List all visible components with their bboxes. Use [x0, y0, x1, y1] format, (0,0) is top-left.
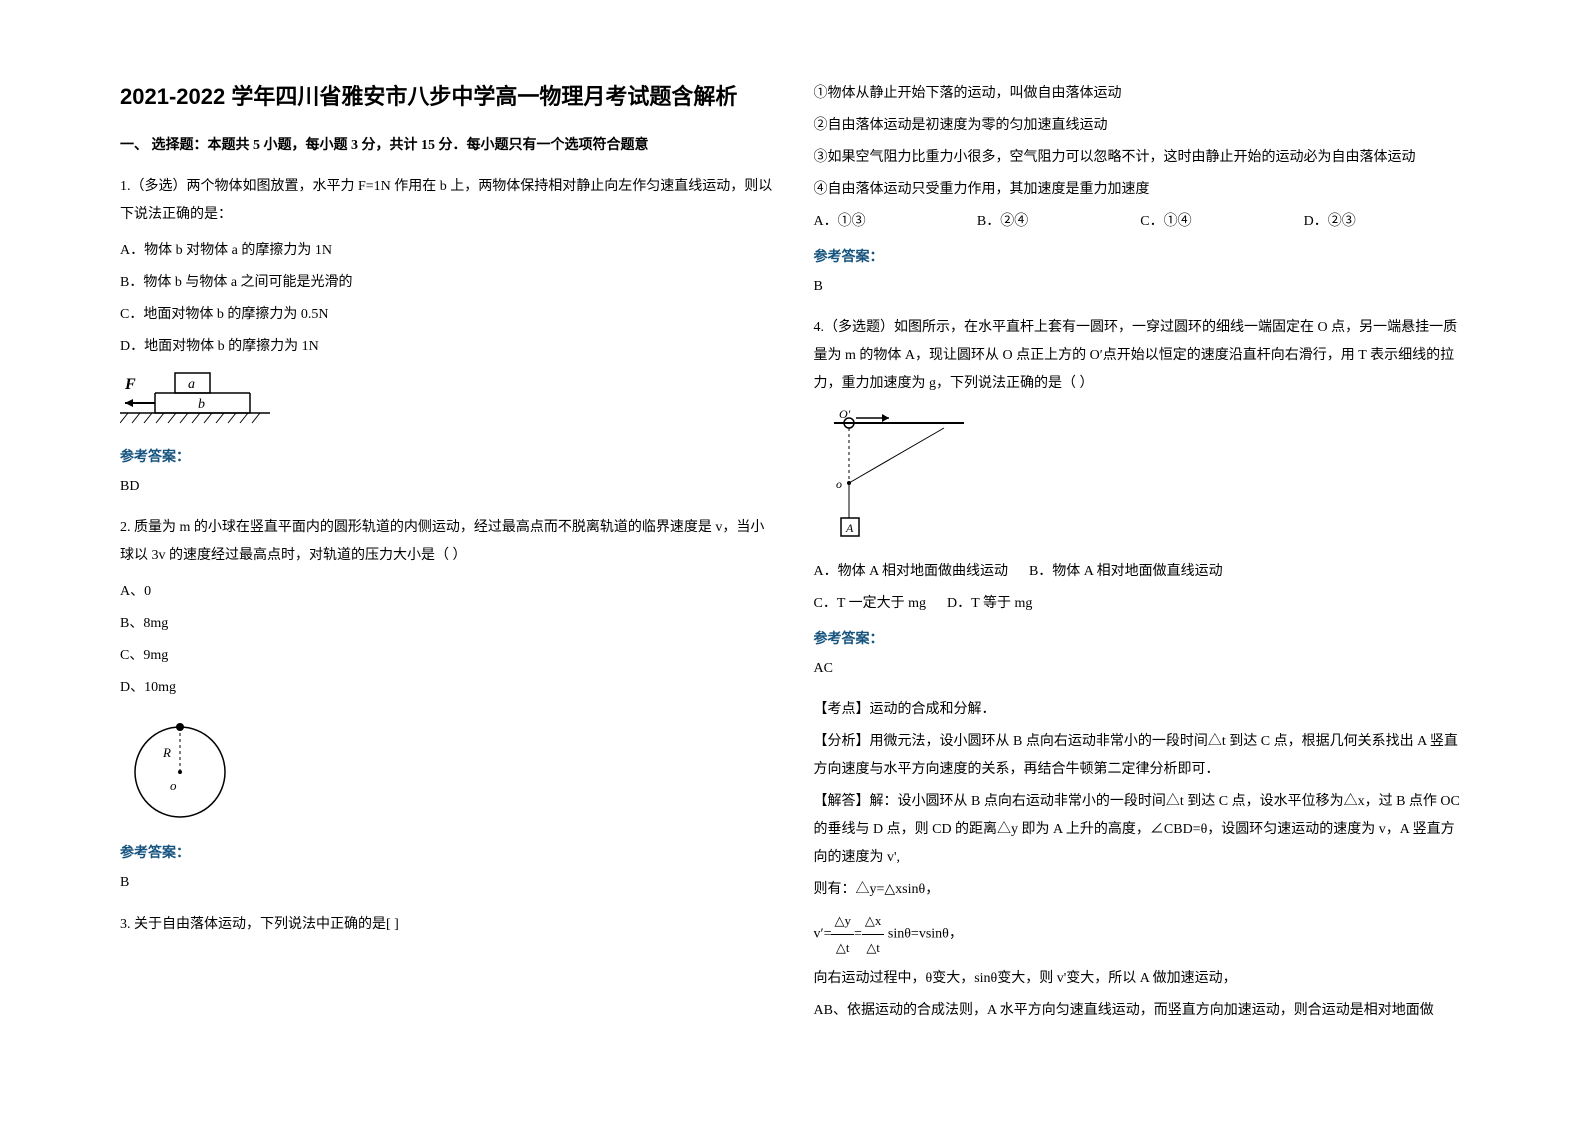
q4-topic: 【考点】运动的合成和分解．	[814, 696, 1468, 724]
q2-figure: R o	[120, 712, 774, 832]
q3-statement-3: ③如果空气阻力比重力小很多，空气阻力可以忽略不计，这时由静止开始的运动必为自由落…	[814, 144, 1468, 172]
q4-fig-a-label: A	[845, 521, 854, 535]
q3-answer-label: 参考答案：	[814, 246, 1468, 266]
q4-solution-3: 向右运动过程中，θ变大，sinθ变大，则 v'变大，所以 A 做加速运动，	[814, 965, 1468, 993]
q3-option-c: C．①④	[1140, 208, 1303, 236]
q2-option-a: A、0	[120, 578, 774, 606]
q2-answer: B	[120, 870, 774, 895]
q2-stem: 2. 质量为 m 的小球在竖直平面内的圆形轨道的内侧运动，经过最高点而不脱离轨道…	[120, 514, 774, 570]
q1-option-c: C．地面对物体 b 的摩擦力为 0.5N	[120, 301, 774, 329]
q1-fig-f-label: F	[124, 376, 136, 393]
q4-solution-1: 【解答】解：设小圆环从 B 点向右运动非常小的一段时间△t 到达 C 点，设水平…	[814, 788, 1468, 872]
left-column: 2021-2022 学年四川省雅安市八步中学高一物理月考试题含解析 一、 选择题…	[100, 80, 794, 1082]
q1-fig-b-label: b	[198, 397, 205, 412]
q4-option-b: B．物体 A 相对地面做直线运动	[1029, 564, 1223, 579]
q3-option-b: B．②④	[977, 208, 1140, 236]
q3-option-d: D．②③	[1304, 208, 1467, 236]
section-1-header: 一、 选择题：本题共 5 小题，每小题 3 分，共计 15 分．每小题只有一个选…	[120, 133, 774, 158]
q1-stem: 1.（多选）两个物体如图放置，水平力 F=1N 作用在 b 上，两物体保持相对静…	[120, 173, 774, 229]
q4-frac-1: △y△t	[831, 908, 854, 961]
q3-statement-2: ②自由落体运动是初速度为零的匀加速直线运动	[814, 112, 1468, 140]
right-column: ①物体从静止开始下落的运动，叫做自由落体运动 ②自由落体运动是初速度为零的匀加速…	[794, 80, 1488, 1082]
q4-formula-prefix: v′=	[814, 927, 832, 942]
q3-answer: B	[814, 274, 1468, 299]
q3-option-a: A．①③	[814, 208, 977, 236]
q2-answer-label: 参考答案：	[120, 842, 774, 862]
q1-option-d: D．地面对物体 b 的摩擦力为 1N	[120, 333, 774, 361]
q3-statement-1: ①物体从静止开始下落的运动，叫做自由落体运动	[814, 80, 1468, 108]
q3-statement-4: ④自由落体运动只受重力作用，其加速度是重力加速度	[814, 176, 1468, 204]
q4-formula-eq: =	[854, 927, 862, 942]
q4-fig-o-label: o	[836, 477, 842, 491]
q4-solution-4: AB、依据运动的合成法则，A 水平方向匀速直线运动，而竖直方向加速运动，则合运动…	[814, 997, 1468, 1025]
q4-stem: 4.（多选题）如图所示，在水平直杆上套有一圆环，一穿过圆环的细线一端固定在 O …	[814, 314, 1468, 398]
q4-analysis: 【分析】用微元法，设小圆环从 B 点向右运动非常小的一段时间△t 到达 C 点，…	[814, 728, 1468, 784]
q1-option-a: A．物体 b 对物体 a 的摩擦力为 1N	[120, 237, 774, 265]
q4-option-a: A．物体 A 相对地面做曲线运动	[814, 564, 1008, 579]
q2-option-d: D、10mg	[120, 674, 774, 702]
q4-options-ab: A．物体 A 相对地面做曲线运动 B．物体 A 相对地面做直线运动	[814, 558, 1468, 586]
exam-title: 2021-2022 学年四川省雅安市八步中学高一物理月考试题含解析	[120, 80, 774, 113]
q1-option-b: B．物体 b 与物体 a 之间可能是光滑的	[120, 269, 774, 297]
q4-answer: AC	[814, 656, 1468, 681]
q1-answer: BD	[120, 474, 774, 499]
q1-fig-a-label: a	[188, 377, 195, 392]
q3-options-row: A．①③ B．②④ C．①④ D．②③	[814, 208, 1468, 236]
q4-frac-2: △x△t	[862, 908, 885, 961]
q4-formula-suffix: sinθ=vsinθ，	[884, 927, 962, 942]
q4-solution-2: 则有：△y=△xsinθ，	[814, 876, 1468, 904]
q2-option-b: B、8mg	[120, 610, 774, 638]
q4-fig-oprime-label: O′	[839, 408, 851, 421]
q4-answer-label: 参考答案：	[814, 628, 1468, 648]
q1-answer-label: 参考答案：	[120, 446, 774, 466]
q4-options-cd: C．T 一定大于 mg D．T 等于 mg	[814, 590, 1468, 618]
q4-figure: O′ o A	[814, 408, 1468, 548]
q1-figure: a b F	[120, 371, 774, 436]
q3-stem: 3. 关于自由落体运动，下列说法中正确的是[ ]	[120, 911, 774, 939]
q4-option-d: D．T 等于 mg	[947, 596, 1032, 611]
q2-fig-r-label: R	[162, 745, 171, 760]
q4-option-c: C．T 一定大于 mg	[814, 596, 927, 611]
q2-option-c: C、9mg	[120, 642, 774, 670]
q2-fig-o-label: o	[170, 778, 177, 793]
q4-formula: v′=△y△t=△x△t sinθ=vsinθ，	[814, 908, 1468, 961]
